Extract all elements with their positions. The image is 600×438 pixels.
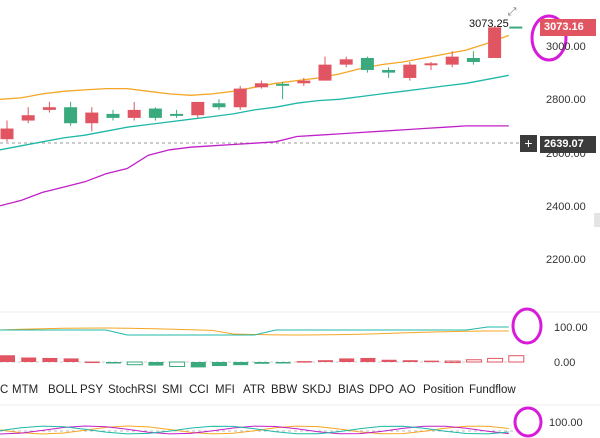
- candle-body: [85, 112, 99, 124]
- macd-bar: [0, 355, 15, 362]
- macd-bar: [318, 360, 333, 362]
- candle-body: [297, 80, 311, 84]
- scroll-handle[interactable]: [594, 213, 600, 227]
- macd-bar: [106, 362, 121, 364]
- macd-tick: 0.00: [554, 357, 576, 369]
- candle-body: [339, 59, 353, 65]
- oscillator-line: [0, 425, 509, 435]
- indicator-tab-position[interactable]: Position: [423, 384, 464, 396]
- indicator-tab-ao[interactable]: AO: [399, 384, 416, 396]
- macd-bar: [42, 357, 58, 362]
- candle-body: [0, 128, 14, 140]
- candle-body: [170, 113, 184, 116]
- candle-body: [276, 83, 290, 86]
- macd-bar: [360, 357, 376, 362]
- indicator-tab-mtm[interactable]: MTM: [12, 384, 39, 396]
- candle-body: [233, 88, 247, 108]
- candle-body: [466, 57, 480, 62]
- macd-bar: [465, 359, 482, 363]
- candle-body: [445, 56, 459, 65]
- indicator-tab-mfi[interactable]: MFI: [215, 384, 235, 396]
- candle-body: [106, 113, 120, 118]
- macd-line: [0, 326, 509, 336]
- indicator-tab-stochrsi[interactable]: StochRSI: [108, 384, 157, 396]
- indicator-tab-bbw[interactable]: BBW: [271, 384, 298, 396]
- price-tick: 2200.00: [546, 254, 586, 266]
- highlight-circle: [513, 406, 543, 438]
- macd-bar: [254, 362, 270, 364]
- price-tick: 2400.00: [546, 201, 586, 213]
- macd-bar: [84, 361, 100, 364]
- macd-bar: [190, 362, 206, 368]
- indicator-tab-skdj[interactable]: SKDJ: [302, 384, 332, 396]
- macd-bar: [212, 362, 227, 367]
- macd-bar: [339, 358, 355, 362]
- macd-bar: [275, 362, 291, 364]
- macd-signal-line: [0, 327, 509, 336]
- candle-body: [191, 101, 205, 116]
- oscillator-line: [0, 425, 509, 435]
- macd-bar: [444, 360, 461, 364]
- candle-body: [254, 83, 268, 88]
- ma-teal-line: [0, 74, 509, 151]
- candle-body: [64, 107, 78, 124]
- candle-body: [42, 107, 56, 110]
- macd-bar: [169, 361, 186, 367]
- macd-bar: [424, 360, 439, 363]
- candle-body: [212, 103, 226, 108]
- candle-body: [509, 26, 523, 29]
- indicator-tab-atr[interactable]: ATR: [243, 384, 266, 396]
- macd-bar: [233, 362, 249, 366]
- indicator-tab-boll[interactable]: BOLL: [48, 384, 78, 396]
- macd-bar: [402, 360, 418, 362]
- last-price-tag: 3073.16: [540, 19, 596, 36]
- oscillator-line: [0, 425, 509, 435]
- ma-orange-line: [0, 34, 510, 100]
- candle-body: [424, 63, 438, 66]
- indicator-tab-dpo[interactable]: DPO: [369, 384, 394, 396]
- price-tick: 3000.00: [546, 41, 586, 53]
- indicator-tab-smi[interactable]: SMI: [162, 384, 183, 396]
- plus-icon[interactable]: +: [520, 135, 537, 152]
- indicator-tab-psy[interactable]: PSY: [80, 384, 104, 396]
- price-tick: 2800.00: [546, 94, 586, 106]
- indicator-tab-fundflow[interactable]: Fundflow: [469, 384, 516, 396]
- macd-tick: 100.00: [554, 322, 588, 334]
- candle-body: [488, 27, 502, 58]
- macd-bar: [126, 361, 143, 366]
- candle-body: [382, 69, 396, 73]
- macd-bar: [148, 362, 164, 366]
- macd-bar: [63, 358, 79, 362]
- candle-body: [318, 64, 332, 81]
- macd-bar: [487, 357, 504, 363]
- expand-icon[interactable]: ⤢: [507, 6, 517, 18]
- candle-body: [403, 64, 417, 78]
- highlight-circle: [511, 307, 543, 345]
- macd-bar: [508, 355, 525, 363]
- indicator-tab-c[interactable]: C: [0, 384, 9, 396]
- crosshair-price-tag: 2639.07: [540, 136, 596, 153]
- macd-bar: [296, 361, 312, 363]
- candle-body: [148, 108, 162, 118]
- hover-price-label: 3073.25: [469, 18, 509, 30]
- candle-body: [360, 57, 374, 70]
- osc-tick: 100.00: [549, 417, 583, 429]
- macd-bar: [381, 359, 397, 362]
- ma-magenta-line: [0, 125, 509, 207]
- candle-body: [21, 115, 35, 121]
- indicator-tabs: C MTM BOLL PSY StochRSI SMI CCI MFI ATR BBW SKDJ BI…: [0, 384, 600, 400]
- macd-bar: [21, 357, 37, 362]
- candle-body: [127, 109, 141, 118]
- highlight-circle: [530, 14, 568, 62]
- indicator-tab-cci[interactable]: CCI: [189, 384, 209, 396]
- indicator-tab-bias[interactable]: BIAS: [338, 384, 365, 396]
